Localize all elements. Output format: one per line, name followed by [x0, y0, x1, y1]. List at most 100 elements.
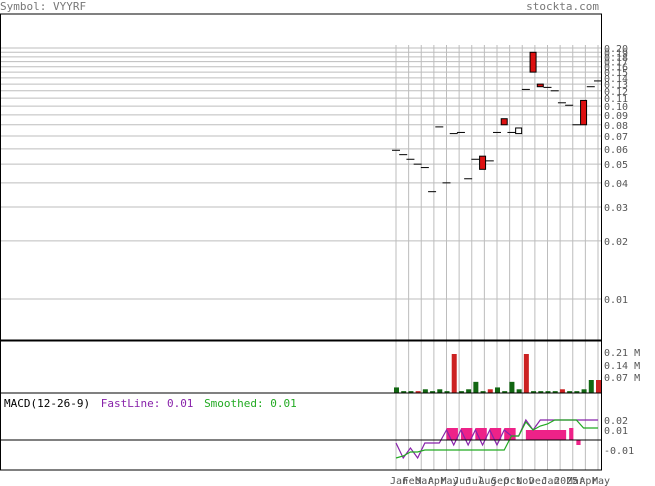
x-tick-label: 2025 [554, 476, 578, 486]
volume-bar [559, 389, 565, 393]
symbol-label: Symbol: VYYRF [0, 0, 87, 13]
volume-bar [437, 389, 443, 393]
price-tick-label: 0.04 [604, 179, 628, 190]
x-tick-label: Mar [567, 476, 585, 486]
macd-smoothed-line [395, 419, 598, 459]
price-tick-label: 0.13 [604, 80, 628, 91]
smoothed-legend: Smoothed: 0.01 [204, 397, 297, 410]
price-tick-label: 0.20 [604, 44, 628, 55]
candle-body [536, 83, 544, 88]
volume-bar [545, 391, 551, 393]
macd-histogram-bar [525, 430, 567, 440]
macd-tick-label: -0.01 [604, 446, 634, 457]
time-grid [395, 45, 599, 470]
x-tick-label: Apr [428, 476, 446, 486]
panel-frames [0, 13, 602, 471]
volume-bar [495, 387, 500, 393]
macd-tick-label: 0.02 [604, 416, 628, 427]
volume-bar [473, 381, 479, 393]
x-tick-label: Jun [453, 476, 471, 486]
site-label[interactable]: stockta.com [526, 0, 599, 13]
price-tick-label: 0.16 [604, 63, 628, 74]
price-panel-frame [0, 13, 602, 341]
price-tick-label: 0.05 [604, 160, 628, 171]
x-tick-label: Jan [390, 476, 408, 486]
macd-legend: MACD(12-26-9) FastLine: 0.01 Smoothed: 0… [4, 397, 301, 410]
volume-bar [509, 381, 515, 393]
volume-bar [415, 391, 421, 393]
x-tick-label: Jan [542, 476, 560, 486]
volume-tick-label: 0.21 M [604, 348, 640, 359]
price-tick-label: 0.17 [604, 58, 628, 69]
volume-bar [531, 391, 537, 393]
macd-tick-label: 0.01 [604, 426, 628, 437]
price-tick-label: 0.01 [604, 295, 628, 306]
volume-bar [458, 391, 464, 393]
volume-bar [401, 391, 407, 393]
x-tick-label: Apr [579, 476, 597, 486]
volume-bar [466, 389, 472, 393]
candle-body [529, 51, 537, 73]
candle-body [515, 127, 523, 135]
x-tick-label: Nov [516, 476, 534, 486]
macd-histogram-bar [576, 440, 581, 445]
volume-bar [523, 354, 529, 393]
price-tick-label: 0.03 [604, 203, 628, 214]
volume-bar [574, 391, 580, 393]
volume-tick-label: 0.14 M [604, 361, 640, 372]
x-tick-label: May [441, 476, 459, 486]
price-tick-label: 0.06 [604, 145, 628, 156]
price-tick-label: 0.11 [604, 94, 628, 105]
fastline-legend: FastLine: 0.01 [100, 397, 194, 410]
macd-histogram-bar [569, 428, 574, 440]
volume-bar [502, 391, 508, 393]
volume-bar [581, 389, 587, 393]
candle-body [500, 118, 508, 126]
volume-bar [394, 387, 399, 393]
macd-histogram-bar [460, 428, 473, 440]
price-tick-label: 0.07 [604, 132, 628, 143]
volume-bar [408, 391, 414, 393]
x-tick-label: Feb [403, 476, 421, 486]
volume-tick-label: 0.07 M [604, 373, 640, 384]
volume-bar [487, 389, 493, 393]
candle-body [479, 155, 487, 170]
x-tick-label: Dec [529, 476, 547, 486]
volume-bar [430, 391, 436, 393]
price-tick-label: 0.18 [604, 53, 628, 64]
macd-title: MACD(12-26-9) [4, 397, 91, 410]
volume-bar [444, 391, 450, 393]
x-tick-label: Mar [415, 476, 433, 486]
macd-histogram-bar [475, 428, 487, 440]
volume-bar [567, 391, 573, 393]
x-tick-label: Aug [478, 476, 496, 486]
volume-bar [451, 354, 457, 393]
x-tick-label: Sep [491, 476, 509, 486]
candles-layer [392, 51, 602, 193]
price-grid [0, 47, 601, 300]
macd-layer [395, 418, 598, 460]
price-tick-label: 0.10 [604, 102, 628, 113]
x-tick-label: Oct [504, 476, 522, 486]
volume-bar [596, 380, 601, 393]
volume-bar [538, 391, 544, 393]
candle-body [580, 99, 588, 126]
macd-histogram-bar [446, 428, 458, 440]
axis-labels: 0.200.190.180.170.160.150.140.130.120.11… [390, 44, 640, 486]
volume-bar [588, 380, 594, 393]
price-tick-label: 0.12 [604, 87, 628, 98]
volume-bar [480, 391, 486, 393]
volume-layer [394, 354, 601, 393]
price-tick-label: 0.02 [604, 237, 628, 248]
x-tick-label: Jul [466, 476, 484, 486]
macd-panel-frame [0, 392, 602, 471]
volume-bar [516, 389, 522, 393]
price-tick-label: 0.08 [604, 121, 628, 132]
price-tick-label: 0.14 [604, 74, 628, 85]
volume-bar [552, 391, 558, 393]
price-tick-label: 0.19 [604, 48, 628, 59]
macd-histogram-bar [489, 428, 502, 440]
price-tick-label: 0.09 [604, 111, 628, 122]
volume-bar [422, 389, 428, 393]
